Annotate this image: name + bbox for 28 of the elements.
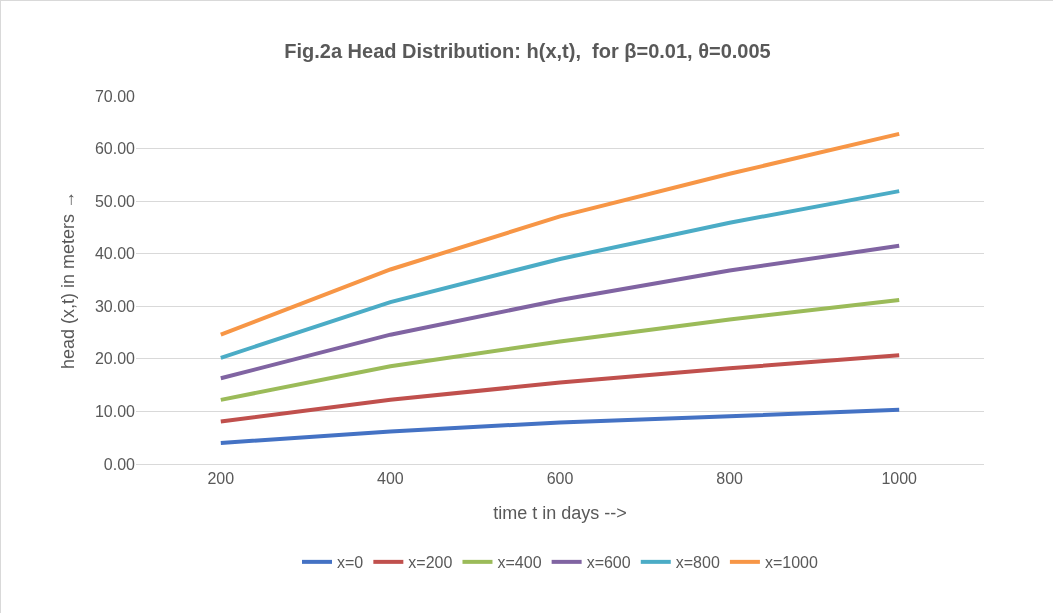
legend-label: x=0 <box>337 554 364 572</box>
y-tick-label: 30.00 <box>94 297 136 315</box>
y-tick-label: 50.00 <box>94 192 136 210</box>
line-series <box>218 407 902 445</box>
y-tick-label: 10.00 <box>94 403 136 421</box>
legend-label: x=600 <box>586 554 631 572</box>
y-tick-label: 40.00 <box>94 245 136 263</box>
legend-label: x=1000 <box>764 554 818 572</box>
y-tick-label: 70.00 <box>94 87 136 105</box>
x-axis-title: time t in days --> <box>493 503 627 524</box>
x-tick-label: 1000 <box>881 470 918 488</box>
x-tick-label: 800 <box>716 470 744 488</box>
x-tick-label: 600 <box>546 470 574 488</box>
line-series <box>218 189 902 360</box>
legend-label: x=800 <box>675 554 720 572</box>
y-axis-title: head (x,t) in meters → <box>58 190 79 370</box>
line-series <box>218 243 902 381</box>
legend-label: x=400 <box>497 554 542 572</box>
x-tick-label: 400 <box>377 470 404 488</box>
line-series <box>218 297 902 402</box>
y-tick-label: 0.00 <box>103 455 136 473</box>
chart-title: Fig.2a Head Distribution: h(x,t), for β=0.01, θ=0.005 <box>284 39 771 62</box>
y-tick-label: 20.00 <box>94 350 136 368</box>
y-tick-label: 60.00 <box>94 140 136 158</box>
legend-label: x=200 <box>408 554 453 572</box>
line-series <box>218 131 902 337</box>
x-tick-label: 200 <box>207 470 235 488</box>
line-series <box>218 353 902 424</box>
